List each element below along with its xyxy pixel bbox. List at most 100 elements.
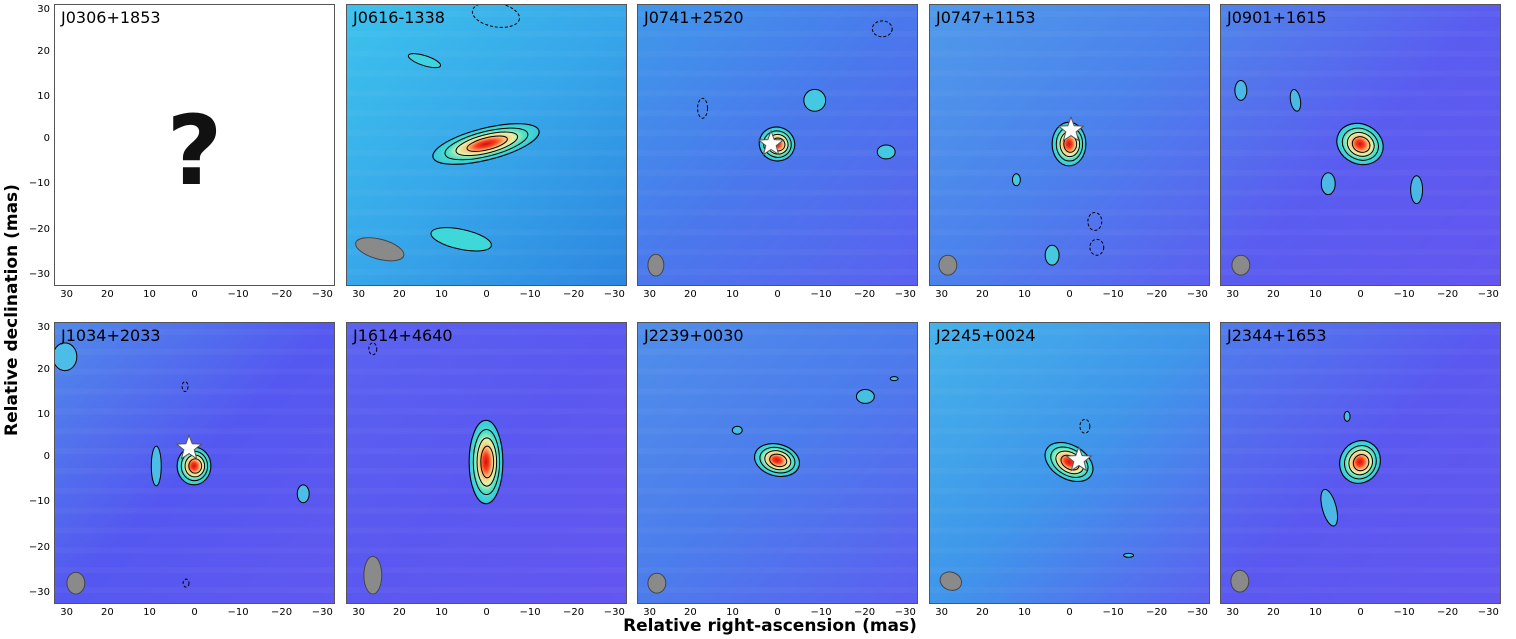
contour-island — [1343, 410, 1351, 422]
x-tick-label: 0 — [191, 289, 198, 300]
y-tick-label: 10 — [37, 409, 50, 421]
panel-label: J2344+1653 — [1227, 326, 1327, 345]
x-tick-label: −20 — [1146, 607, 1168, 618]
x-tick-label: −20 — [1437, 289, 1459, 300]
x-tick-label: 30 — [352, 289, 365, 300]
x-tick-label: −20 — [563, 289, 585, 300]
x-tick-label: −30 — [894, 289, 916, 300]
x-tick-label: 30 — [935, 607, 948, 618]
x-tick-label: 20 — [393, 607, 406, 618]
x-tick-label: −10 — [810, 289, 832, 300]
x-tick-label: 20 — [101, 289, 114, 300]
panel-label: J0616-1338 — [353, 8, 445, 27]
x-tick-label: −30 — [1477, 607, 1499, 618]
x-tick-label: 20 — [393, 289, 406, 300]
map-panel: J2239+0030 — [637, 322, 918, 604]
beam-ellipse — [939, 571, 963, 591]
y-tick-label: −30 — [28, 586, 50, 598]
panel-label: J0747+1153 — [936, 8, 1036, 27]
x-tick-label: −20 — [854, 289, 876, 300]
x-tick-label: 10 — [1018, 289, 1031, 300]
contour-island — [1410, 175, 1424, 205]
map-panel: J0747+1153 — [929, 4, 1210, 286]
x-tick-label: 10 — [1018, 607, 1031, 618]
contour-island — [855, 389, 875, 404]
contour-island — [296, 484, 310, 504]
contour-island — [407, 53, 442, 69]
y-tick-label: 0 — [43, 133, 50, 145]
x-tick-label: 0 — [1066, 607, 1073, 618]
star-marker-icon — [175, 433, 203, 460]
beam-ellipse — [1231, 254, 1251, 276]
contour-island — [430, 227, 492, 252]
contour-island — [1289, 89, 1302, 112]
x-tick-label: −10 — [519, 607, 541, 618]
y-tick-label: 30 — [37, 321, 50, 333]
y-tick-label: 20 — [37, 363, 50, 375]
contour-island — [1011, 173, 1021, 187]
contour-island — [150, 445, 162, 487]
contour-island — [889, 376, 899, 382]
x-tick-label: 30 — [1226, 607, 1239, 618]
x-tick-label: −20 — [271, 289, 293, 300]
x-tick-label: 10 — [726, 607, 739, 618]
map-panel: J2245+0024 — [929, 322, 1210, 604]
source-emission — [1336, 122, 1384, 166]
x-tick-label: 20 — [684, 607, 697, 618]
x-tick-label: 20 — [101, 607, 114, 618]
negative-contour — [1089, 238, 1105, 256]
y-tick-label: 30 — [37, 3, 50, 15]
negative-contour — [697, 97, 708, 119]
x-tick-label: 0 — [191, 607, 198, 618]
contour-island — [803, 88, 827, 112]
x-tick-label: 0 — [774, 289, 781, 300]
contour-island — [1320, 172, 1336, 196]
contour-island — [1044, 244, 1060, 266]
x-tick-label: −10 — [1393, 607, 1415, 618]
x-tick-label: 0 — [483, 289, 490, 300]
x-tick-label: 30 — [352, 607, 365, 618]
x-tick-label: −10 — [227, 289, 249, 300]
panel-label: J1614+4640 — [353, 326, 453, 345]
beam-ellipse — [647, 253, 665, 277]
x-tick-label: −10 — [519, 289, 541, 300]
x-axis-title: Relative right-ascension (mas) — [623, 616, 917, 636]
source-emission — [754, 443, 800, 478]
source-emission — [432, 123, 540, 165]
x-tick-label: 20 — [976, 607, 989, 618]
x-tick-label: 10 — [435, 607, 448, 618]
intensity-map — [347, 5, 626, 285]
x-tick-label: 30 — [1226, 289, 1239, 300]
x-tick-label: −30 — [894, 607, 916, 618]
x-tick-label: 10 — [143, 289, 156, 300]
x-tick-label: −20 — [563, 607, 585, 618]
panel-label: J0901+1615 — [1227, 8, 1327, 27]
x-tick-label: −20 — [1437, 607, 1459, 618]
y-tick-label: −20 — [28, 223, 50, 235]
negative-contour — [1087, 212, 1103, 231]
star-marker-icon — [1065, 445, 1093, 472]
beam-ellipse — [355, 237, 405, 262]
intensity-map — [347, 323, 626, 603]
beam-ellipse — [66, 571, 86, 595]
x-tick-label: −30 — [311, 289, 333, 300]
star-marker-icon — [1057, 115, 1085, 142]
x-tick-label: 20 — [976, 289, 989, 300]
x-tick-label: −30 — [1477, 289, 1499, 300]
x-tick-label: −10 — [1393, 289, 1415, 300]
contour-island — [1123, 552, 1135, 558]
x-tick-label: 30 — [643, 607, 656, 618]
contour-island — [731, 425, 743, 435]
x-tick-label: −20 — [1146, 289, 1168, 300]
x-tick-label: 10 — [435, 289, 448, 300]
y-axis-title: Relative declination (mas) — [2, 184, 22, 436]
map-panel: J0616-1338 — [346, 4, 627, 286]
map-panel: J0901+1615 — [1220, 4, 1501, 286]
x-tick-label: −10 — [1102, 607, 1124, 618]
beam-ellipse — [647, 572, 667, 594]
map-panel: J1614+4640 — [346, 322, 627, 604]
intensity-map — [638, 5, 917, 285]
question-mark-placeholder: ? — [166, 95, 223, 207]
beam-ellipse — [938, 254, 958, 276]
source-emission — [468, 419, 504, 505]
